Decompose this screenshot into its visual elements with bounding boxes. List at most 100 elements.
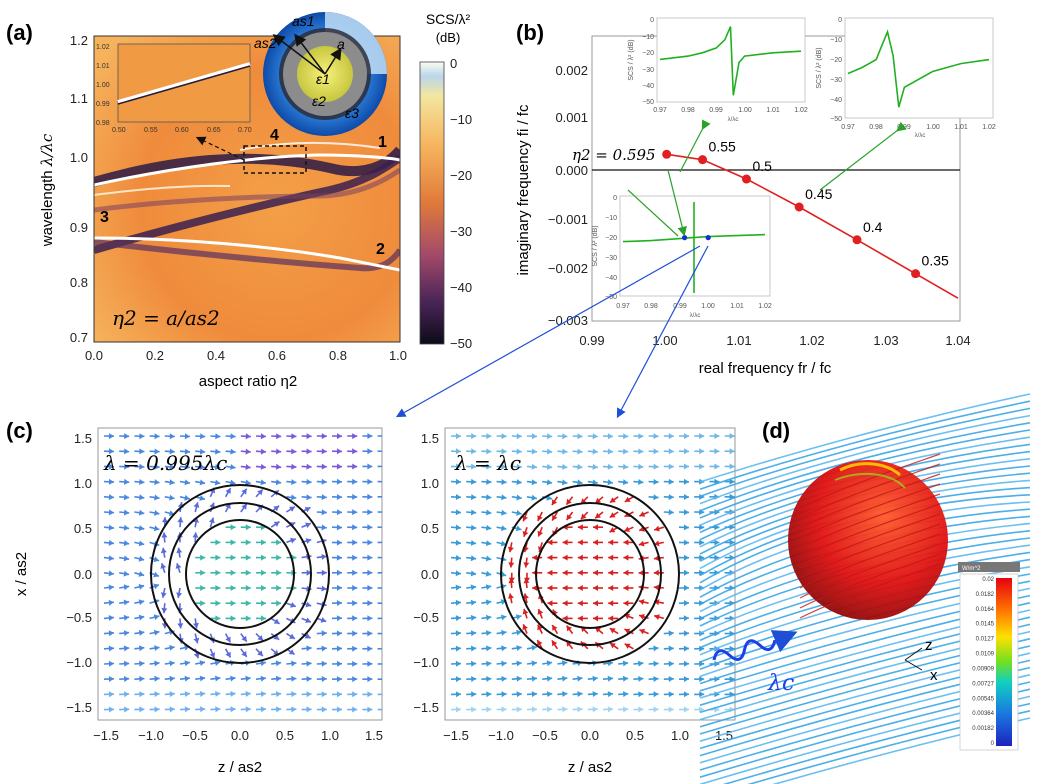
field-arrowhead: [501, 448, 507, 455]
field-arrowhead: [176, 592, 183, 598]
inset1-ytick: −20: [642, 50, 654, 57]
field-arrowhead: [638, 599, 645, 605]
b-xtick: 1.00: [652, 333, 677, 348]
a-xtick: 0.8: [329, 348, 347, 363]
field-arrowhead: [336, 463, 342, 470]
field-arrowhead: [501, 706, 507, 713]
field-arrowhead: [230, 585, 236, 591]
d-sphere-line: [799, 523, 941, 579]
field-arrowhead: [501, 675, 507, 682]
field-arrowhead: [108, 570, 114, 577]
field-arrowhead: [245, 433, 251, 440]
field-arrowhead: [654, 614, 660, 620]
field-arrowhead: [230, 569, 236, 576]
field-arrowhead: [516, 463, 522, 470]
field-arrowhead: [683, 463, 689, 470]
c-right-core: [535, 519, 645, 629]
field-arrowhead: [184, 463, 190, 470]
field-arrowhead: [169, 494, 175, 501]
field-arrowhead: [139, 660, 145, 667]
field-arrowhead: [547, 433, 553, 440]
field-arrowhead: [501, 509, 507, 516]
inset3-xtick: 0.97: [616, 303, 630, 310]
field-arrowhead: [352, 539, 358, 546]
field-arrowhead: [699, 569, 705, 576]
field-arrowhead: [199, 675, 206, 682]
field-arrowhead: [683, 600, 689, 607]
field-arrowhead: [352, 554, 358, 561]
field-arrowhead: [200, 585, 206, 591]
field-arrowhead: [138, 509, 145, 516]
field-arrowhead: [352, 691, 358, 698]
inset3-xtick: 1.00: [701, 303, 715, 310]
field-arrowhead: [275, 660, 282, 667]
label-eps3: ε3: [345, 105, 359, 121]
field-arrowhead: [275, 463, 282, 470]
field-arrowhead: [138, 599, 145, 606]
field-arrowhead: [455, 555, 461, 561]
field-arrowhead: [561, 479, 568, 486]
field-arrowhead: [245, 569, 251, 576]
field-arrowhead: [595, 627, 601, 633]
field-arrowhead: [471, 691, 477, 698]
field-arrowhead: [306, 448, 312, 455]
a-colorbar: [419, 61, 445, 345]
field-arrowhead: [124, 448, 130, 455]
panel-b-label: (b): [516, 20, 544, 45]
field-arrowhead: [486, 676, 492, 682]
field-arrowhead: [306, 478, 312, 485]
field-arrowhead: [184, 675, 190, 682]
field-arrowhead: [260, 675, 266, 682]
field-arrowhead: [108, 478, 114, 485]
field-arrowhead: [139, 479, 145, 485]
field-arrowhead: [367, 539, 373, 546]
field-arrowhead: [289, 506, 295, 512]
field-arrowhead: [383, 631, 388, 637]
a-ytick: 0.9: [70, 220, 88, 235]
field-arrowhead: [260, 448, 266, 455]
field-arrowhead: [215, 615, 221, 622]
field-arrowhead: [241, 504, 247, 510]
field-arrowhead: [124, 478, 130, 485]
c-ytick-right: 1.0: [421, 476, 439, 491]
field-arrowhead: [608, 539, 614, 546]
inset2-xtick: 0.99: [897, 124, 911, 131]
field-arrowhead: [653, 584, 660, 591]
green-arrow-3a: [627, 189, 679, 237]
field-arrowhead: [537, 515, 543, 521]
field-arrowhead: [516, 660, 522, 667]
field-arrowhead: [214, 479, 221, 486]
field-arrowhead: [275, 479, 282, 486]
inset2-ytick: −50: [830, 116, 842, 123]
field-arrowhead: [486, 691, 492, 698]
d-sphere-line: [799, 493, 941, 549]
field-arrowhead: [305, 538, 312, 544]
field-arrowhead: [623, 539, 629, 546]
field-arrowhead: [455, 570, 461, 577]
field-arrowhead: [683, 660, 689, 667]
field-arrowhead: [108, 448, 114, 455]
field-arrowhead: [321, 524, 327, 531]
field-arrowhead: [336, 660, 342, 667]
field-arrowhead: [470, 584, 477, 591]
d-sphere-line: [799, 503, 941, 559]
field-arrowhead: [260, 433, 266, 440]
field-arrowhead: [577, 433, 583, 440]
field-arrowhead: [501, 494, 507, 501]
field-arrowhead: [108, 555, 114, 562]
field-arrowhead: [367, 691, 373, 698]
field-arrowhead: [593, 569, 598, 576]
field-arrowhead: [261, 615, 266, 622]
field-arrowhead: [683, 615, 689, 622]
b-ytick: 0.001: [555, 110, 588, 125]
c-xtick-right: −0.5: [532, 728, 558, 743]
field-arrowhead: [668, 676, 674, 682]
field-arrowhead: [547, 539, 553, 546]
field-arrowhead: [699, 691, 705, 698]
field-arrowhead: [154, 645, 160, 651]
field-arrowhead: [609, 512, 616, 518]
field-arrowhead: [291, 660, 297, 667]
a-cbar-tick: −10: [450, 112, 472, 127]
field-arrowhead: [123, 509, 130, 516]
inset3-ytick: −10: [605, 215, 617, 222]
